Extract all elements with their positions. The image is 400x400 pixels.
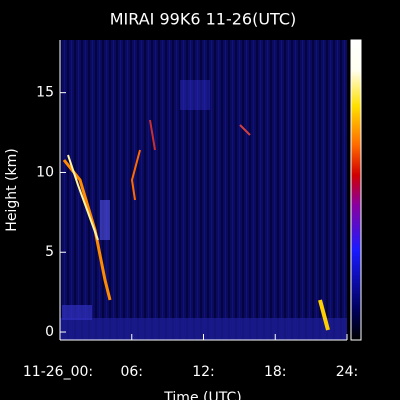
x-tick-label: 06: bbox=[120, 364, 143, 380]
x-axis-label: Time (UTC) bbox=[163, 390, 241, 400]
y-tick-label: 10 bbox=[36, 164, 54, 180]
x-tick-label: 12: bbox=[192, 364, 215, 380]
y-axis-label: Height (km) bbox=[4, 148, 20, 231]
x-tick-label: 11-26_00: bbox=[23, 364, 93, 380]
x-tick-label: 24: bbox=[336, 364, 359, 380]
x-tick-label: 18: bbox=[264, 364, 287, 380]
chart-title: MIRAI 99K6 11-26(UTC) bbox=[110, 10, 297, 29]
colorbar bbox=[350, 39, 362, 341]
y-tick-label: 0 bbox=[45, 324, 54, 340]
heatmap-image bbox=[60, 40, 347, 340]
y-tick-label: 15 bbox=[36, 85, 54, 101]
y-tick-label: 5 bbox=[45, 244, 54, 260]
